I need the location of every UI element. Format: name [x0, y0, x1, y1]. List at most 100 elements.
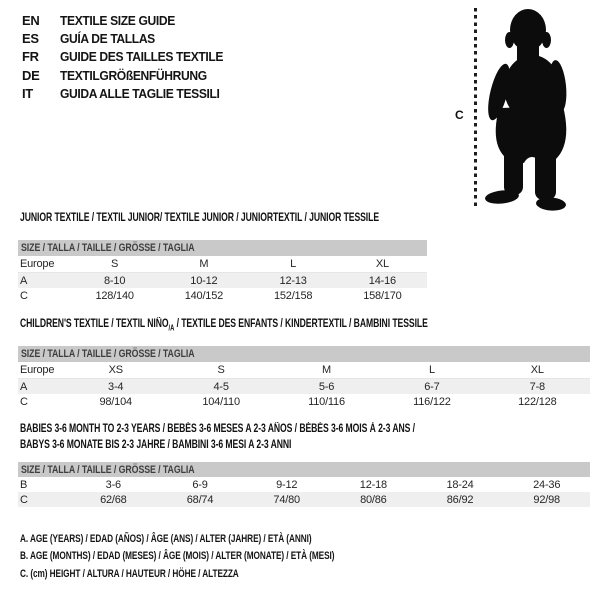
age-cell: 7-8	[529, 380, 546, 393]
size-cell: L	[290, 258, 297, 270]
babies-table-title: BABIES 3-6 MONTH TO 2-3 YEARS / BEBÉS 3-…	[20, 421, 547, 453]
babies-size-table: SIZE / TALLA / TAILLE / GRÖSSE / TAGLIA …	[18, 462, 590, 507]
height-cell: 68/74	[186, 493, 214, 506]
size-cell: L	[428, 364, 435, 376]
row-label: Europe	[20, 364, 55, 376]
height-cell: 140/152	[184, 289, 224, 302]
age-cell: 14-16	[368, 274, 396, 287]
lang-title: GUÍA DE TALLAS	[60, 31, 155, 47]
size-cell: S	[111, 258, 119, 270]
size-header-text: SIZE / TALLA / TAILLE / GRÖSSE / TAGLIA	[21, 463, 195, 476]
note-age-years: A. AGE (YEARS) / EDAD (AÑOS) / ÂGE (ANS)…	[20, 530, 439, 548]
age-cell: 8-10	[104, 274, 126, 287]
legend-notes: A. AGE (YEARS) / EDAD (AÑOS) / ÂGE (ANS)…	[20, 530, 439, 583]
babies-title-line1: BABIES 3-6 MONTH TO 2-3 YEARS / BEBÉS 3-…	[20, 423, 415, 435]
height-cell: 86/92	[446, 493, 474, 506]
lang-line-en: EN TEXTILE SIZE GUIDE	[22, 11, 235, 29]
lang-code: DE	[22, 67, 40, 83]
baby-silhouette	[480, 0, 600, 215]
size-cell: XL	[375, 258, 389, 270]
age-cell: 4-5	[213, 380, 229, 393]
lang-title: TEXTILE SIZE GUIDE	[60, 12, 175, 28]
size-cell: M	[199, 258, 209, 270]
height-cell: 152/158	[273, 289, 313, 302]
row-label: C	[20, 395, 28, 408]
lang-line-es: ES GUÍA DE TALLAS	[22, 29, 235, 47]
note-age-months: B. AGE (MONTHS) / EDAD (MESES) / ÂGE (MO…	[20, 548, 439, 566]
lang-code: IT	[22, 86, 33, 102]
title-suffix: / TEXTILE DES ENFANTS / KINDERTEXTIL / B…	[174, 318, 428, 330]
size-header-bar: SIZE / TALLA / TAILLE / GRÖSSE / TAGLIA	[18, 240, 427, 256]
months-cell: 12-18	[359, 478, 387, 491]
height-cell: 80/86	[360, 493, 387, 506]
size-cell: S	[217, 364, 225, 376]
age-cell: 3-4	[108, 380, 124, 393]
table-row-months: B 3-6 6-9 9-12 12-18 18-24 24-36	[18, 477, 590, 492]
note-height-cm: C. (cm) HEIGHT / ALTURA / HAUTEUR / HÖHE…	[20, 565, 439, 583]
size-header-bar: SIZE / TALLA / TAILLE / GRÖSSE / TAGLIA	[18, 346, 590, 362]
children-table-title-text: CHILDREN'S TEXTILE / TEXTIL NIÑO/A / TEX…	[20, 318, 428, 332]
note-text: C. (cm) HEIGHT / ALTURA / HAUTEUR / HÖHE…	[20, 567, 239, 580]
lang-title: TEXTILGRÖßENFÜHRUNG	[60, 67, 207, 83]
language-header: EN TEXTILE SIZE GUIDE ES GUÍA DE TALLAS …	[22, 11, 235, 103]
table-row-europe: Europe S M L XL	[18, 256, 427, 273]
title-subscript: /A	[168, 323, 175, 333]
row-label: Europe	[20, 258, 55, 270]
junior-size-table: SIZE / TALLA / TAILLE / GRÖSSE / TAGLIA …	[18, 240, 427, 303]
babies-title-line2: BABYS 3-6 MONATE BIS 2-3 JAHRE / BAMBINI…	[20, 439, 292, 451]
row-label: C	[20, 289, 28, 302]
row-label: A	[20, 274, 28, 287]
lang-line-de: DE TEXTILGRÖßENFÜHRUNG	[22, 66, 235, 84]
note-text: B. AGE (MONTHS) / EDAD (MESES) / ÂGE (MO…	[20, 550, 335, 563]
age-cell: 5-6	[318, 380, 335, 393]
junior-table-title: JUNIOR TEXTILE / TEXTIL JUNIOR/ TEXTILE …	[20, 212, 499, 224]
months-cell: 6-9	[192, 478, 208, 491]
lang-title: GUIDA ALLE TAGLIE TESSILI	[60, 86, 220, 102]
size-header-text: SIZE / TALLA / TAILLE / GRÖSSE / TAGLIA	[21, 242, 195, 254]
lang-code: FR	[22, 49, 39, 65]
height-cell: 98/104	[99, 395, 132, 408]
table-row-europe: Europe XS S M L XL	[18, 362, 590, 379]
months-cell: 18-24	[446, 478, 474, 491]
lang-line-fr: FR GUIDE DES TAILLES TEXTILE	[22, 48, 235, 66]
size-cell: XL	[530, 364, 544, 376]
junior-table-title-text: JUNIOR TEXTILE / TEXTIL JUNIOR/ TEXTILE …	[20, 212, 380, 224]
note-text: A. AGE (YEARS) / EDAD (AÑOS) / ÂGE (ANS)…	[20, 532, 312, 545]
lang-code: EN	[22, 12, 40, 28]
row-label: B	[20, 478, 28, 491]
row-label: A	[20, 380, 28, 393]
table-row-age: A 8-10 10-12 12-13 14-16	[18, 273, 427, 288]
height-cell: 62/68	[100, 493, 127, 506]
height-cell: 122/128	[518, 395, 557, 408]
table-row-height: C 128/140 140/152 152/158 158/170	[18, 288, 427, 303]
height-cell: 128/140	[95, 289, 134, 302]
children-size-table: SIZE / TALLA / TAILLE / GRÖSSE / TAGLIA …	[18, 346, 590, 409]
baby-silhouette-icon	[485, 9, 567, 211]
age-cell: 12-13	[279, 274, 307, 287]
months-cell: 9-12	[276, 478, 298, 491]
height-measure-label: C	[455, 108, 464, 122]
size-header-bar: SIZE / TALLA / TAILLE / GRÖSSE / TAGLIA	[18, 462, 590, 477]
months-cell: 3-6	[105, 478, 122, 491]
age-cell: 10-12	[190, 274, 218, 287]
children-table-title: CHILDREN'S TEXTILE / TEXTIL NIÑO/A / TEX…	[20, 318, 564, 332]
table-row-age: A 3-4 4-5 5-6 6-7 7-8	[18, 379, 590, 394]
lang-title: GUIDE DES TAILLES TEXTILE	[60, 49, 224, 65]
months-cell: 24-36	[533, 478, 561, 491]
size-cell: M	[322, 364, 331, 376]
table-row-height: C 62/68 68/74 74/80 80/86 86/92 92/98	[18, 492, 590, 507]
height-cell: 74/80	[273, 493, 300, 506]
lang-code: ES	[22, 31, 39, 47]
height-cell: 116/122	[413, 395, 451, 408]
height-cell: 104/110	[202, 395, 240, 408]
height-cell: 158/170	[363, 289, 402, 302]
height-cell: 92/98	[533, 493, 560, 506]
row-label: C	[20, 493, 28, 506]
height-measure-dotted-line	[474, 8, 477, 206]
size-cell: XS	[108, 364, 123, 376]
size-header-text: SIZE / TALLA / TAILLE / GRÖSSE / TAGLIA	[21, 348, 195, 360]
title-prefix: CHILDREN'S TEXTILE / TEXTIL NIÑO	[20, 318, 169, 330]
lang-line-it: IT GUIDA ALLE TAGLIE TESSILI	[22, 85, 235, 103]
height-cell: 110/116	[308, 395, 345, 408]
table-row-height: C 98/104 104/110 110/116 116/122 122/128	[18, 394, 590, 409]
